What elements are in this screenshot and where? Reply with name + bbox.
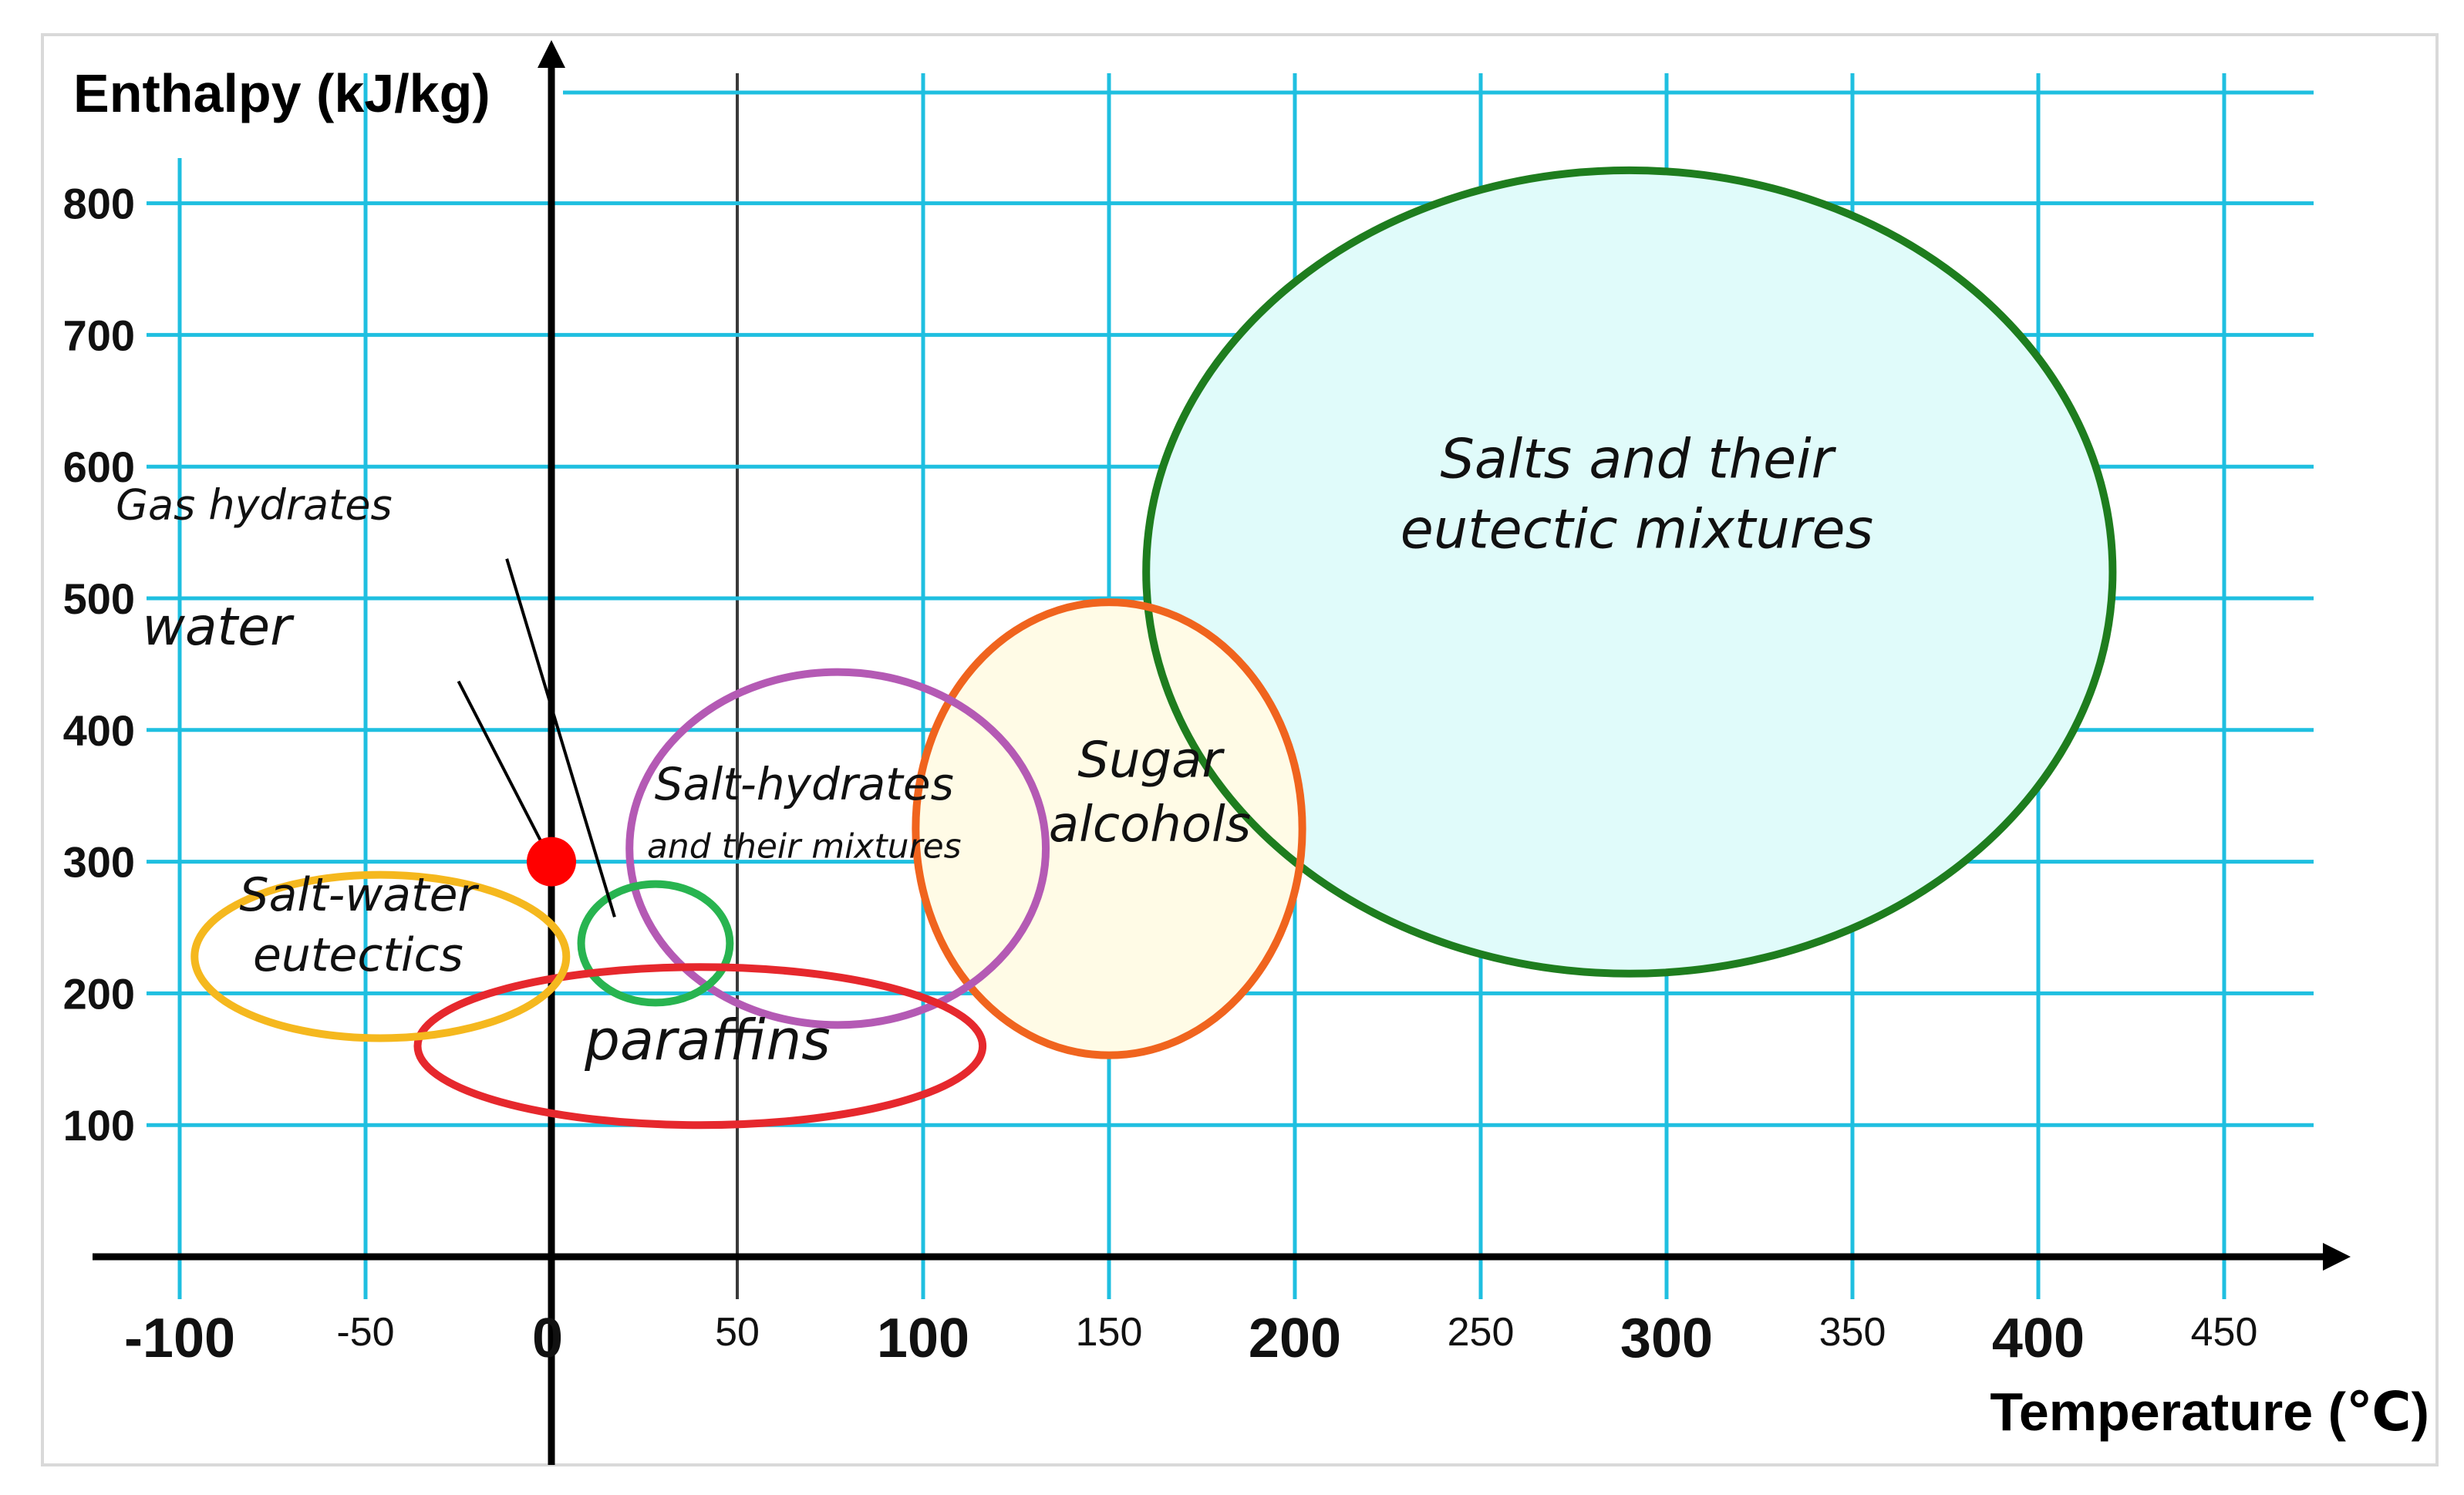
region-label: alcohols	[1049, 796, 1251, 854]
annotation-label: water	[142, 597, 295, 658]
x-tick-label: 450	[2191, 1310, 2258, 1355]
y-tick-label: 100	[63, 1101, 135, 1150]
x-tick-label: 150	[1076, 1310, 1143, 1355]
region-label: eutectics	[253, 928, 463, 982]
x-tick-label: 250	[1448, 1310, 1515, 1355]
x-tick-label: 300	[1620, 1308, 1713, 1369]
region-salt-water-eutectics	[190, 870, 571, 1042]
point-water	[527, 837, 576, 887]
y-axis-title: Enthalpy (kJ/kg)	[73, 63, 490, 123]
region-label: Salt-water	[240, 868, 480, 922]
leader-line	[505, 558, 616, 918]
leader-line	[457, 680, 553, 863]
x-tick-label: -100	[124, 1308, 235, 1369]
label-layer: Salts and their eutectic mixtures Sugar alc…	[116, 427, 1873, 1072]
region-label: eutectic mixtures	[1401, 497, 1873, 561]
x-tick-label: 400	[1992, 1308, 2085, 1369]
annotation-label: Gas hydrates	[116, 481, 393, 530]
region-fill	[1146, 170, 2113, 974]
axis-layer	[93, 40, 2351, 1465]
region-salts-and-their-eutectic-mixtures	[1142, 166, 2117, 978]
y-tick-label: 700	[63, 311, 135, 359]
y-tick-label: 800	[63, 180, 135, 228]
region-label: Salt-hydrates	[655, 758, 954, 810]
y-tick-label: 400	[63, 706, 135, 755]
region-label: and their mixtures	[647, 827, 962, 867]
x-tick-label: 50	[715, 1310, 760, 1355]
y-tick-label: 300	[63, 838, 135, 887]
region-stroke-layer	[190, 166, 2117, 1130]
region-sugar-alcohols	[912, 598, 1306, 1059]
y-tick-label: 500	[63, 574, 135, 623]
x-tick-label: -50	[336, 1310, 394, 1355]
region-gas-hydrates	[577, 880, 734, 1007]
region-label: Sugar	[1077, 732, 1225, 790]
x-axis-title: Temperature (℃)	[1990, 1382, 2429, 1442]
leader-layer	[457, 558, 616, 918]
y-tick-label: 200	[63, 969, 135, 1018]
y-tick-label: 600	[63, 443, 135, 491]
x-tick-label: 0	[532, 1308, 563, 1369]
x-tick-label: 350	[1819, 1310, 1886, 1355]
region-label: Salts and their	[1440, 427, 1836, 490]
region-salt-hydrates-and-their-mixtures	[625, 668, 1050, 1029]
region-paraffins	[413, 963, 987, 1130]
point-layer	[527, 837, 576, 887]
x-tick-label: 100	[877, 1308, 969, 1369]
x-tick-label: 200	[1249, 1308, 1341, 1369]
region-label: paraffins	[584, 1008, 831, 1072]
tick-layer: 100 200 300 400 500 600 700 800 -100 -50 0 50 100 150…	[63, 180, 2258, 1369]
